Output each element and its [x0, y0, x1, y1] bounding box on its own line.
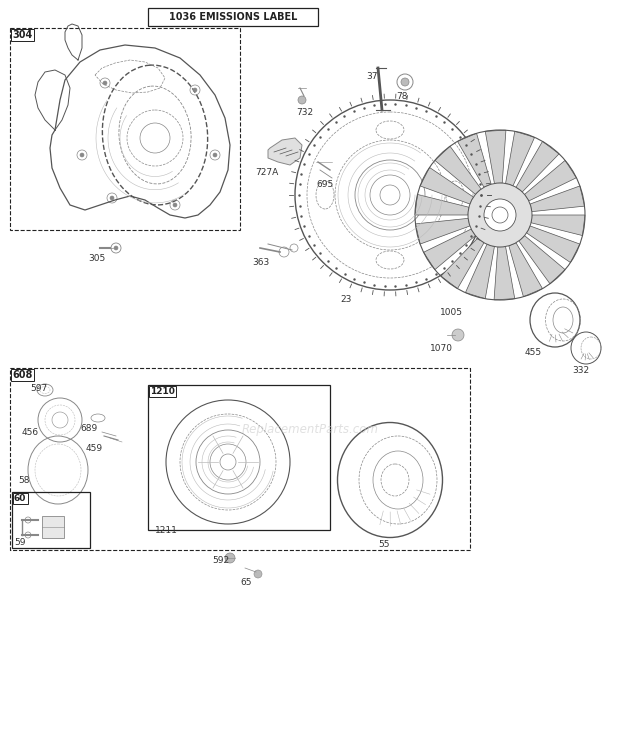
Text: 695: 695: [316, 180, 334, 189]
Bar: [12, 492, 90, 548]
Polygon shape: [516, 141, 559, 192]
Circle shape: [254, 570, 262, 578]
Polygon shape: [423, 229, 476, 269]
Text: 597: 597: [30, 384, 47, 393]
Bar: [148, 8, 318, 26]
Circle shape: [114, 246, 118, 250]
Text: 78: 78: [396, 92, 407, 101]
Polygon shape: [530, 186, 585, 211]
Text: 23: 23: [340, 295, 352, 304]
Circle shape: [452, 329, 464, 341]
Circle shape: [193, 88, 197, 92]
Circle shape: [110, 196, 114, 200]
Bar: [10, 28, 240, 230]
Circle shape: [298, 96, 306, 104]
Polygon shape: [526, 226, 580, 263]
Polygon shape: [466, 244, 494, 298]
Text: 305: 305: [88, 254, 105, 263]
Text: 58: 58: [18, 476, 30, 485]
Text: 455: 455: [525, 348, 542, 357]
Circle shape: [401, 78, 409, 86]
Polygon shape: [509, 243, 542, 297]
Polygon shape: [435, 147, 481, 194]
Text: 1070: 1070: [430, 344, 453, 353]
Text: 1005: 1005: [440, 308, 463, 317]
Polygon shape: [415, 194, 469, 215]
Polygon shape: [420, 167, 474, 204]
Polygon shape: [415, 218, 470, 244]
Circle shape: [468, 183, 532, 247]
Polygon shape: [531, 215, 585, 236]
Text: 689: 689: [80, 424, 97, 433]
Text: 1036 EMISSIONS LABEL: 1036 EMISSIONS LABEL: [169, 12, 297, 22]
Polygon shape: [519, 236, 565, 283]
Text: 732: 732: [296, 108, 313, 117]
Circle shape: [213, 153, 217, 157]
Text: 459: 459: [86, 444, 103, 453]
Polygon shape: [268, 138, 302, 165]
Text: 456: 456: [22, 428, 39, 437]
Text: 332: 332: [572, 366, 589, 375]
Text: ReplacementParts.com: ReplacementParts.com: [242, 423, 378, 437]
Bar: [148, 385, 330, 530]
Polygon shape: [458, 133, 491, 187]
Text: 55: 55: [378, 540, 389, 549]
Text: 304: 304: [12, 30, 32, 40]
Circle shape: [484, 199, 516, 231]
Circle shape: [173, 203, 177, 207]
Text: 65: 65: [240, 578, 252, 587]
Bar: [10, 368, 470, 550]
Bar: [42, 516, 64, 538]
Text: 59: 59: [14, 538, 25, 547]
Circle shape: [225, 553, 235, 563]
Text: 1211: 1211: [155, 526, 178, 535]
Text: 608: 608: [12, 370, 32, 380]
Circle shape: [80, 153, 84, 157]
Polygon shape: [494, 246, 515, 300]
Text: 363: 363: [252, 258, 269, 267]
Text: 727A: 727A: [255, 168, 278, 177]
Polygon shape: [441, 238, 484, 289]
Polygon shape: [525, 161, 577, 201]
Polygon shape: [505, 131, 534, 186]
Text: 37: 37: [366, 72, 378, 81]
Text: 592: 592: [212, 556, 229, 565]
Text: 1210: 1210: [150, 387, 175, 396]
Circle shape: [103, 81, 107, 85]
Polygon shape: [485, 130, 506, 184]
Text: 60: 60: [14, 494, 27, 503]
